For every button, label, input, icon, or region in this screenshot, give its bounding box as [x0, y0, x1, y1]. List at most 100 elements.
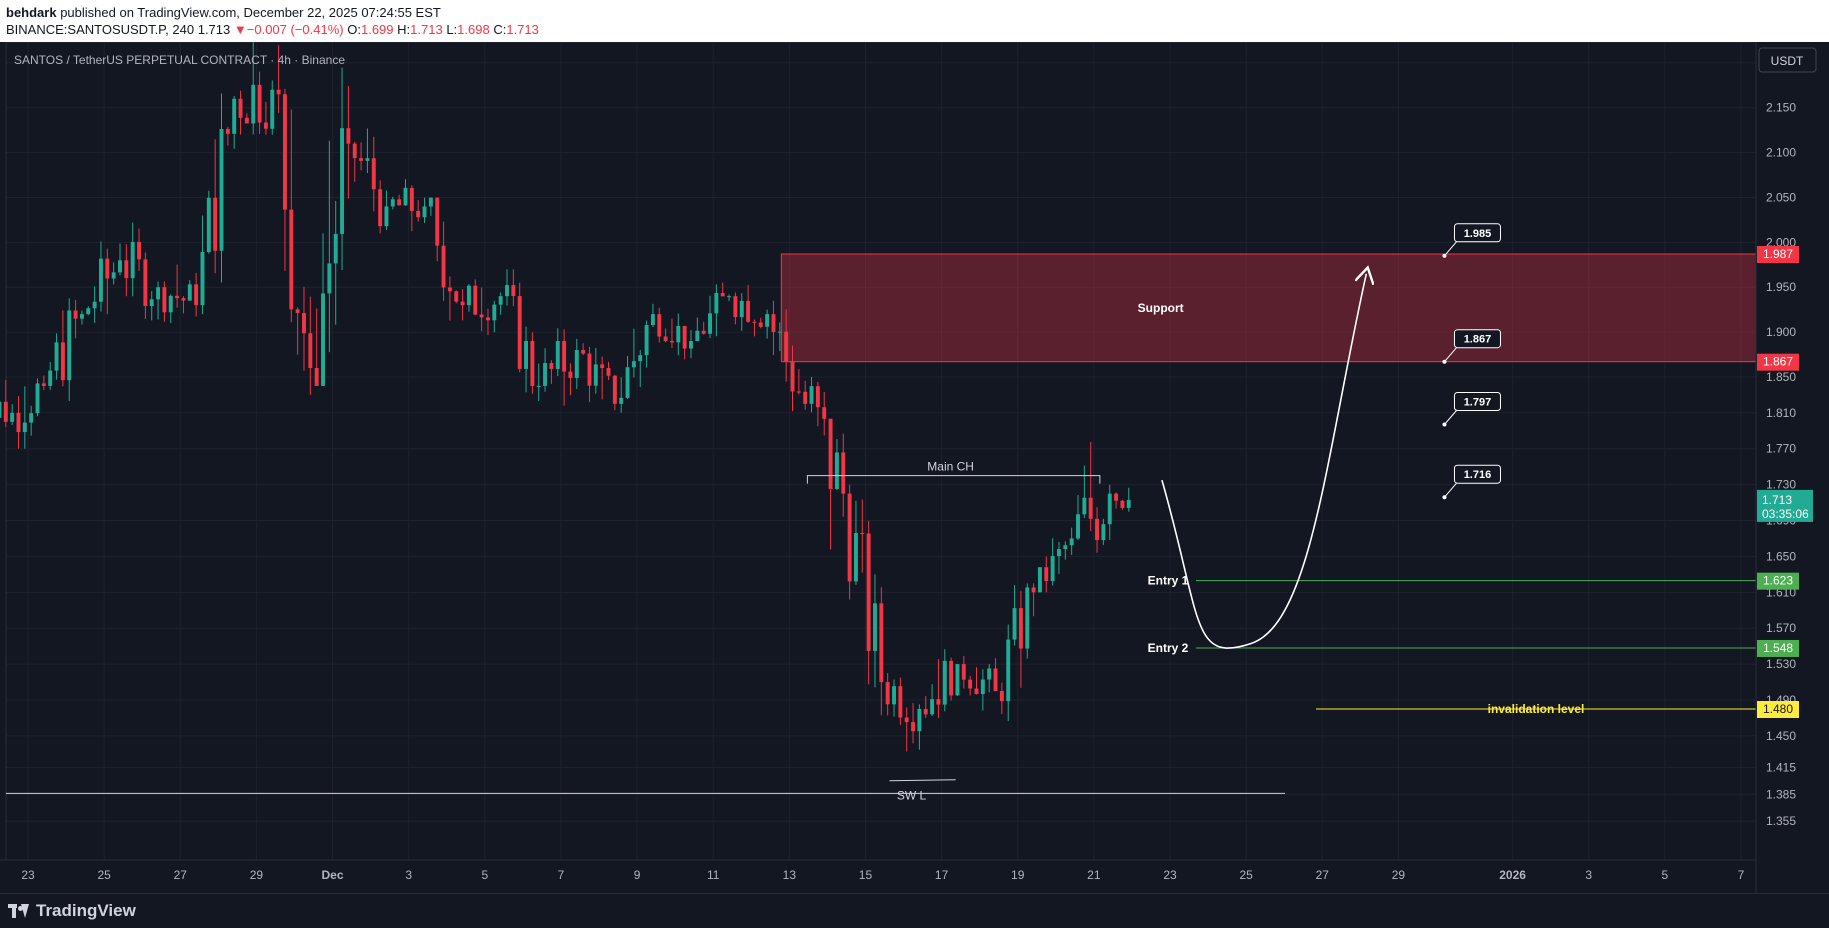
publication-header: behdark published on TradingView.com, De… — [0, 0, 1829, 42]
candle-body — [35, 383, 40, 414]
price-chart[interactable]: Support 2.3002.2502.2002.1502.1002.0502.… — [0, 42, 1829, 893]
candle-body — [619, 397, 624, 404]
candle-body — [473, 285, 478, 315]
candle-body — [993, 668, 998, 692]
candle-body — [244, 117, 249, 124]
candle-body — [371, 158, 376, 190]
candle-body — [936, 699, 941, 705]
y-tick-label: 1.650 — [1766, 549, 1796, 563]
price-tag — [1757, 701, 1799, 718]
current-price-tag — [1757, 489, 1813, 522]
candle-body — [708, 313, 712, 334]
candle-body — [796, 391, 801, 393]
candle-body — [378, 189, 383, 227]
support-zone — [780, 253, 1757, 363]
candle-body — [1107, 493, 1112, 525]
y-tick-label: 2.050 — [1766, 190, 1796, 204]
candle-body — [111, 272, 116, 279]
candle-body — [1006, 639, 1011, 702]
candle-body — [1076, 514, 1080, 539]
candle-body — [530, 340, 535, 387]
y-tick-label: 1.730 — [1766, 478, 1796, 492]
candle-body — [771, 314, 776, 332]
candle-body — [60, 342, 65, 381]
candle-body — [834, 452, 839, 489]
candle-body — [263, 122, 268, 129]
x-tick-label: 3 — [1585, 868, 1592, 882]
candle-body — [593, 364, 598, 386]
support-zone-label: Support — [1138, 301, 1184, 315]
low-label: L: — [446, 22, 458, 37]
candle-body — [746, 300, 751, 322]
target-label: 1.867 — [1464, 334, 1492, 346]
candle-body — [124, 260, 129, 279]
candle-body — [524, 340, 529, 369]
candle-body — [638, 355, 643, 362]
target-label: 1.797 — [1464, 397, 1492, 409]
candle-body — [581, 350, 586, 354]
x-tick-label: 23 — [1163, 868, 1177, 882]
x-tick-label: 17 — [935, 868, 949, 882]
candle-body — [460, 301, 465, 306]
labels: Main CH SW L Entry 1 1.623 Entry 2 1.548 inval… — [897, 223, 1813, 802]
currency-box — [1758, 47, 1817, 73]
y-tick-label: 1.570 — [1766, 621, 1796, 635]
x-tick-label: 25 — [1239, 868, 1253, 882]
candle-body — [1057, 549, 1061, 557]
x-tick-label: 3 — [405, 868, 412, 882]
candle-body — [435, 197, 440, 246]
candle-body — [282, 94, 287, 210]
candle-body — [720, 293, 725, 297]
author-name[interactable]: behdark — [6, 5, 57, 20]
candle-body — [682, 325, 687, 349]
candle-body — [447, 287, 452, 292]
candle-body — [308, 333, 313, 368]
candle-body — [137, 241, 141, 260]
candle-body — [930, 699, 935, 715]
candle-body — [999, 691, 1004, 702]
candle-body — [181, 298, 186, 301]
plot-frame — [5, 42, 1757, 861]
candle-body — [314, 367, 319, 386]
candle-body — [67, 310, 72, 381]
candle-body — [409, 187, 414, 211]
candle-body — [555, 341, 560, 369]
x-tick-label: 7 — [558, 868, 565, 882]
countdown-label: 03:35:06 — [1762, 507, 1809, 521]
main-ch-line — [806, 475, 1101, 484]
candle-body — [194, 284, 199, 306]
candle-body — [657, 314, 662, 337]
candle-body — [1126, 499, 1131, 508]
x-tick-label: 7 — [1738, 868, 1745, 882]
candle-body — [841, 452, 846, 494]
target-box — [1453, 223, 1501, 243]
candle-body — [892, 686, 896, 705]
price-tag-label: 1.867 — [1763, 355, 1793, 369]
chart-panel[interactable]: Support 2.3002.2502.2002.1502.1002.0502.… — [0, 42, 1829, 893]
y-tick-label: 1.355 — [1766, 814, 1796, 828]
price-tag-label: 1.623 — [1763, 574, 1793, 588]
high-value: 1.713 — [410, 22, 443, 37]
x-tick-label: 29 — [1392, 868, 1406, 882]
candle-body — [549, 363, 554, 369]
x-tick-label: 11 — [707, 868, 720, 882]
target-box — [1453, 464, 1501, 484]
candle-body — [251, 84, 256, 124]
candle-body — [162, 287, 167, 313]
candle-body — [175, 295, 180, 299]
candle-body — [809, 386, 814, 404]
open-label: O: — [347, 22, 361, 37]
candle-body — [333, 233, 338, 264]
axes: 2.3002.2502.2002.1502.1002.0502.0001.950… — [0, 42, 1817, 893]
candle-body — [1120, 500, 1125, 508]
candle-body — [206, 197, 211, 253]
x-tick-label: 19 — [1011, 868, 1025, 882]
candle-body — [1037, 567, 1042, 593]
candle-body — [143, 259, 148, 306]
y-tick-label: 1.530 — [1766, 657, 1796, 671]
candle-body — [517, 296, 522, 369]
candle-body — [968, 679, 973, 689]
candle-body — [1095, 518, 1100, 541]
candle-body — [847, 493, 852, 582]
tradingview-logo[interactable]: TradingView — [8, 901, 136, 921]
